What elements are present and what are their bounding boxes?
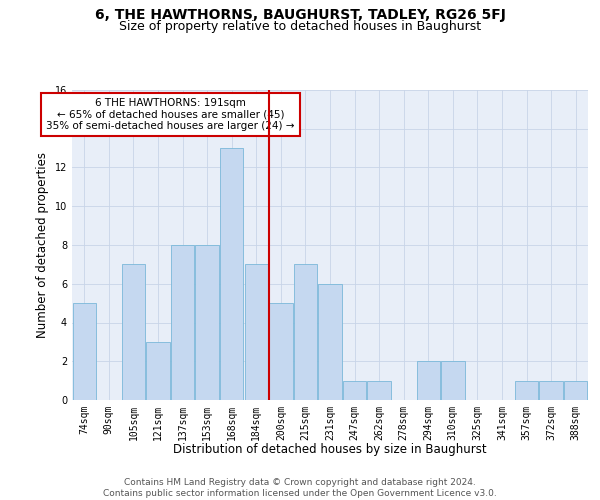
Bar bbox=[196, 245, 219, 400]
Bar bbox=[441, 361, 464, 400]
Bar bbox=[146, 342, 170, 400]
Bar bbox=[245, 264, 268, 400]
Text: 6, THE HAWTHORNS, BAUGHURST, TADLEY, RG26 5FJ: 6, THE HAWTHORNS, BAUGHURST, TADLEY, RG2… bbox=[95, 8, 505, 22]
Text: Size of property relative to detached houses in Baughurst: Size of property relative to detached ho… bbox=[119, 20, 481, 33]
Text: Contains HM Land Registry data © Crown copyright and database right 2024.
Contai: Contains HM Land Registry data © Crown c… bbox=[103, 478, 497, 498]
Y-axis label: Number of detached properties: Number of detached properties bbox=[36, 152, 49, 338]
Bar bbox=[294, 264, 317, 400]
Bar bbox=[416, 361, 440, 400]
Bar bbox=[171, 245, 194, 400]
Bar bbox=[564, 380, 587, 400]
Bar bbox=[539, 380, 563, 400]
Bar bbox=[122, 264, 145, 400]
Bar bbox=[343, 380, 366, 400]
Text: Distribution of detached houses by size in Baughurst: Distribution of detached houses by size … bbox=[173, 442, 487, 456]
Bar bbox=[269, 303, 293, 400]
Bar bbox=[367, 380, 391, 400]
Text: 6 THE HAWTHORNS: 191sqm
← 65% of detached houses are smaller (45)
35% of semi-de: 6 THE HAWTHORNS: 191sqm ← 65% of detache… bbox=[46, 98, 295, 131]
Bar bbox=[319, 284, 341, 400]
Bar bbox=[73, 303, 96, 400]
Bar bbox=[515, 380, 538, 400]
Bar bbox=[220, 148, 244, 400]
